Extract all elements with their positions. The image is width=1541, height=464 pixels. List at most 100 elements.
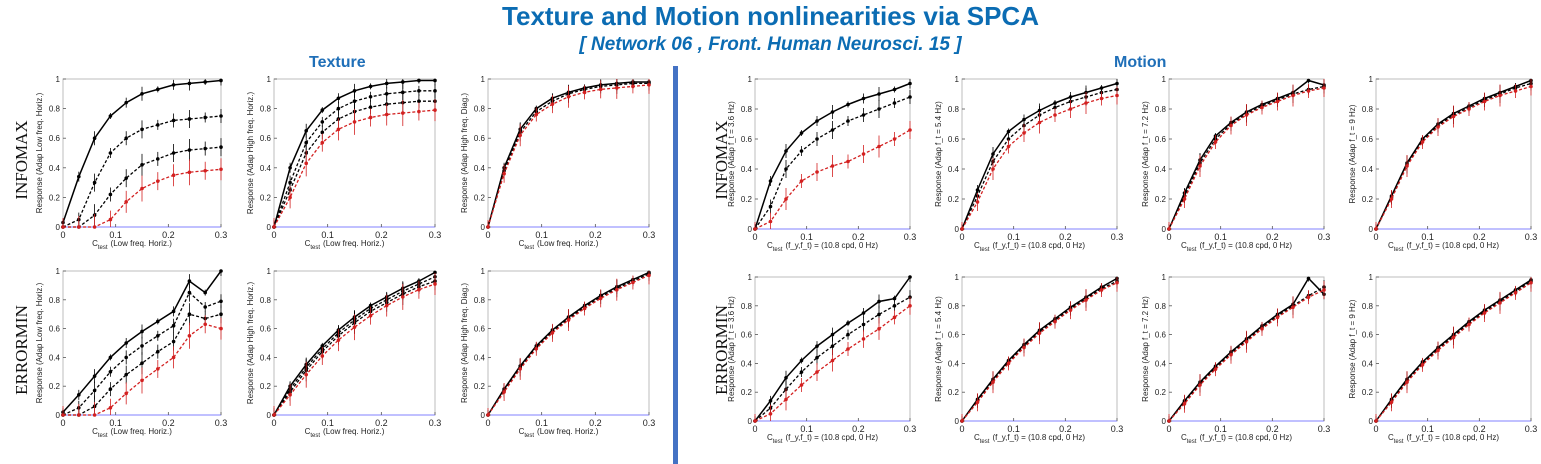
data-point	[219, 269, 223, 273]
data-point	[768, 412, 773, 416]
data-point	[846, 347, 850, 351]
data-point	[352, 89, 357, 93]
y-tick-label: 0.6	[1362, 135, 1374, 144]
data-point	[647, 273, 651, 278]
data-point	[861, 311, 866, 315]
series-line-3	[754, 305, 911, 422]
y-tick-label: 0.6	[49, 134, 61, 143]
x-tick-label: 0.3	[1318, 424, 1331, 434]
y-tick-label: 0.4	[948, 165, 960, 174]
data-point	[156, 179, 160, 183]
data-point	[1529, 280, 1533, 285]
data-point	[1322, 288, 1326, 292]
data-point	[1167, 227, 1171, 231]
data-point	[799, 179, 804, 183]
data-point	[908, 81, 912, 86]
data-point	[320, 108, 325, 112]
data-point	[784, 149, 788, 153]
x-axis-label: Ctest (Low freq. Horiz.)	[92, 427, 172, 439]
data-point	[203, 290, 207, 295]
y-axis-label: Response (Adap f_t = 9 Hz)	[1348, 104, 1357, 203]
axes-frame	[1375, 78, 1532, 230]
data-point	[1513, 291, 1518, 295]
data-point	[1467, 107, 1471, 111]
y-tick-label: 1	[267, 75, 272, 84]
data-point	[1275, 99, 1280, 104]
data-point	[784, 376, 788, 380]
data-point	[156, 349, 160, 354]
data-point	[140, 163, 144, 167]
data-point	[272, 413, 276, 417]
x-tick-label: 0.3	[1111, 424, 1124, 434]
x-axis-label: Ctest (f_y,f_t) = (10.8 cpd, 0 Hz)	[1181, 433, 1292, 445]
data-point	[417, 89, 421, 93]
axes-frame	[1168, 78, 1325, 230]
x-tick-label: 0.1	[321, 418, 334, 428]
data-point	[417, 99, 421, 103]
axes-frame	[754, 78, 911, 230]
data-point	[846, 102, 850, 107]
data-point	[156, 157, 160, 161]
data-point	[768, 399, 773, 403]
data-point	[156, 87, 160, 92]
data-point	[92, 413, 97, 417]
data-point	[1167, 419, 1171, 423]
data-point	[518, 367, 522, 371]
y-tick-label: 0.6	[474, 134, 486, 143]
x-tick-label: 0.3	[1525, 232, 1538, 242]
y-tick-label: 1	[748, 75, 753, 84]
data-point	[140, 361, 144, 365]
x-tick-label: 0.3	[429, 230, 442, 240]
data-point	[1022, 131, 1026, 135]
data-point	[861, 152, 866, 156]
x-tick-label: 0	[959, 424, 964, 434]
data-point	[1037, 120, 1042, 125]
chart-panel-errormin-texture-1: 0 0.2 0.4 0.6 0.8 1 0 0.1 0.2 0.3 Ctest (Low freq. …	[35, 267, 227, 439]
y-tick-label: 1	[1369, 273, 1374, 282]
data-point	[846, 119, 850, 123]
data-point	[320, 140, 325, 145]
y-tick-label: 0.6	[1155, 331, 1167, 340]
data-point	[815, 355, 819, 360]
data-point	[368, 84, 373, 89]
x-tick-label: 0.3	[643, 230, 656, 240]
y-axis-label: Response (Adap f_t = 5.4 Hz)	[934, 296, 943, 402]
x-tick-label: 0.2	[852, 232, 865, 242]
data-point	[582, 306, 587, 311]
data-point	[815, 170, 819, 174]
chart-panel-infomax-motion-3: 0 0.2 0.4 0.6 0.8 1 0 0.1 0.2 0.3 Ctest (f_y,f_t) =…	[1141, 75, 1330, 253]
data-point	[1482, 99, 1487, 104]
y-tick-label: 0	[748, 225, 753, 234]
data-point	[877, 312, 881, 317]
data-point	[846, 332, 850, 337]
data-point	[124, 372, 128, 377]
data-point	[991, 167, 995, 171]
y-tick-label: 0	[748, 417, 753, 426]
data-point	[1260, 105, 1264, 110]
data-point	[861, 322, 866, 327]
data-point	[1405, 164, 1409, 168]
data-point	[1420, 140, 1425, 144]
y-tick-label: 0.8	[1362, 302, 1374, 311]
data-point	[1213, 367, 1218, 371]
x-axis-label: Ctest (f_y,f_t) = (10.8 cpd, 0 Hz)	[1388, 241, 1499, 253]
x-tick-label: 0.2	[589, 418, 602, 428]
figure-title: Texture and Motion nonlinearities via SP…	[502, 1, 1039, 31]
data-point	[61, 225, 65, 229]
x-tick-label: 0	[1166, 424, 1171, 434]
data-point	[124, 200, 128, 204]
data-point	[108, 114, 113, 118]
data-point	[975, 400, 980, 405]
data-point	[1389, 197, 1394, 201]
x-tick-label: 0.3	[904, 232, 917, 242]
data-point	[108, 406, 113, 410]
y-tick-label: 0.8	[1155, 105, 1167, 114]
data-point	[108, 192, 113, 197]
series-line-2	[961, 280, 1118, 422]
y-axis-label: Response (Adap f_t = 5.4 Hz)	[934, 101, 943, 207]
data-point	[815, 119, 819, 123]
data-point	[171, 173, 176, 177]
data-point	[799, 383, 804, 387]
x-tick-label: 0.1	[535, 418, 548, 428]
data-point	[1068, 308, 1073, 312]
